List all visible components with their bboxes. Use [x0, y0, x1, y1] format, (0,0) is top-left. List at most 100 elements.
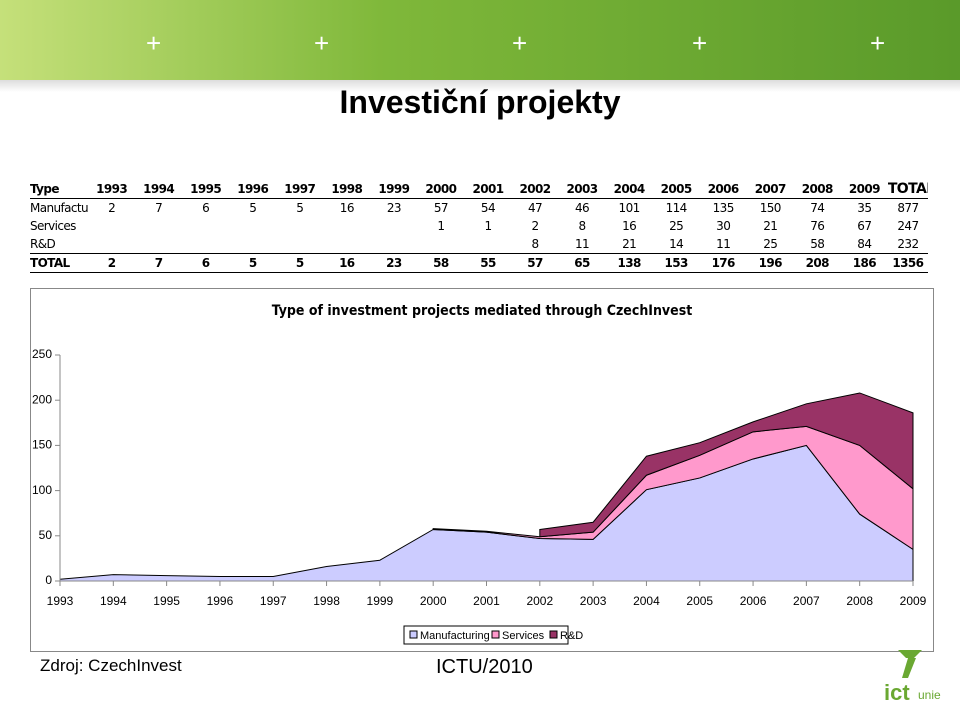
cell: 16: [622, 219, 637, 233]
x-tick-label: 1998: [313, 594, 340, 608]
y-tick-label: 100: [32, 483, 52, 497]
cell: 58: [417, 253, 465, 273]
cell: 208: [793, 253, 841, 273]
logo-text: unie: [918, 688, 941, 702]
header-cell: 2003: [558, 180, 606, 199]
decoration: +: [314, 28, 330, 58]
cell: 35: [857, 201, 872, 215]
cell: 186: [840, 253, 888, 273]
cell: 1356: [887, 253, 928, 273]
logo-shape: [898, 650, 922, 658]
y-tick-label: 0: [45, 573, 52, 587]
cell: Manufacturing: [30, 201, 89, 215]
header-cell: Type: [30, 180, 89, 199]
header-cell: 1999: [370, 180, 418, 199]
cell: 84: [857, 237, 872, 251]
x-tick-label: 2009: [900, 594, 927, 608]
cell: 5: [276, 253, 324, 273]
decoration: +: [512, 28, 528, 58]
chart-title: Type of investment projects mediated thr…: [272, 303, 692, 319]
x-tick-label: 1999: [367, 594, 394, 608]
legend-label: Manufacturing: [420, 630, 490, 642]
cell: 101: [618, 201, 641, 215]
header-cell: 1996: [229, 180, 277, 199]
header-cell: 1998: [323, 180, 371, 199]
header-cell: 2007: [746, 180, 794, 199]
cell: 54: [480, 201, 496, 215]
cell: 65: [558, 253, 606, 273]
cell: 6: [202, 201, 210, 215]
header-cell: 1994: [135, 180, 183, 199]
cell: 55: [464, 253, 512, 273]
banner: + + + + +: [0, 0, 960, 80]
cell: 2: [88, 253, 136, 273]
header-cell: 2001: [464, 180, 512, 199]
table-row: R&D 8 11 21 14 11 25 58 84 232: [30, 235, 928, 254]
cell: 5: [296, 201, 304, 215]
x-tick-label: 1995: [153, 594, 180, 608]
legend-swatch: [491, 630, 500, 639]
cell: 57: [511, 253, 559, 273]
cell: 16: [323, 253, 371, 273]
y-tick-label: 50: [39, 528, 53, 542]
cell: 46: [575, 201, 590, 215]
cell: 877: [897, 201, 919, 215]
legend-frame: [403, 625, 569, 645]
header-cell: 2000: [417, 180, 465, 199]
cell: 1: [437, 219, 445, 233]
cell: 8: [531, 237, 539, 251]
cell: 138: [605, 253, 653, 273]
header-cell: 2008: [793, 180, 841, 199]
area: [59, 444, 914, 582]
header-cell: 2002: [511, 180, 559, 199]
x-tick-label: 2002: [526, 594, 553, 608]
cell: 196: [746, 253, 794, 273]
x-tick-label: 1993: [47, 594, 74, 608]
cell: 150: [759, 201, 782, 215]
x-tick-label: 1994: [100, 594, 127, 608]
header-cell: TOTAL: [887, 180, 928, 199]
x-tick-label: 2004: [633, 594, 660, 608]
header-cell: 2004: [605, 180, 653, 199]
cell: 57: [433, 201, 449, 215]
cell: 5: [229, 253, 277, 273]
cell: 135: [712, 201, 735, 215]
cell: 2: [108, 201, 116, 215]
footer: ICTU/2010: [436, 656, 533, 678]
cell: 21: [622, 237, 637, 251]
cell: 11: [716, 237, 731, 251]
legend-swatch: [549, 630, 558, 639]
table-row: Services 1 1 2 8 16 25 30 21 76 67 247: [30, 217, 928, 235]
cell: 1: [484, 219, 492, 233]
x-tick-label: 2005: [686, 594, 713, 608]
header-cell: 2005: [652, 180, 700, 199]
header-cell: 2006: [699, 180, 747, 199]
cell: Services: [30, 219, 76, 233]
y-tick-label: 250: [32, 347, 52, 361]
x-tick-label: 2000: [420, 594, 447, 608]
source: Zdroj: CzechInvest: [40, 656, 182, 675]
header-cell: 1995: [182, 180, 230, 199]
legend-label: R&D: [560, 630, 583, 642]
legend-label: Services: [502, 630, 545, 642]
x-tick-label: 1997: [260, 594, 287, 608]
logo: ict unie: [884, 650, 941, 705]
header-cell: 2009: [840, 180, 888, 199]
slide-title: Investiční projekty: [339, 84, 621, 120]
cell: 6: [182, 253, 230, 273]
cell: 25: [669, 219, 684, 233]
area: [539, 392, 914, 538]
y-tick-label: 150: [32, 438, 52, 452]
header-cell: 1997: [276, 180, 324, 199]
x-tick-label: 2007: [793, 594, 820, 608]
x-tick-label: 2008: [846, 594, 873, 608]
data-table: Type 1993 1994 1995 1996 1997 1998 1999 2000 2001…: [30, 180, 928, 273]
cell: 11: [575, 237, 590, 251]
cell: 21: [763, 219, 778, 233]
cell: 30: [716, 219, 731, 233]
cell: 47: [527, 201, 543, 215]
y-tick-label: 200: [32, 392, 52, 406]
cell: 176: [699, 253, 747, 273]
